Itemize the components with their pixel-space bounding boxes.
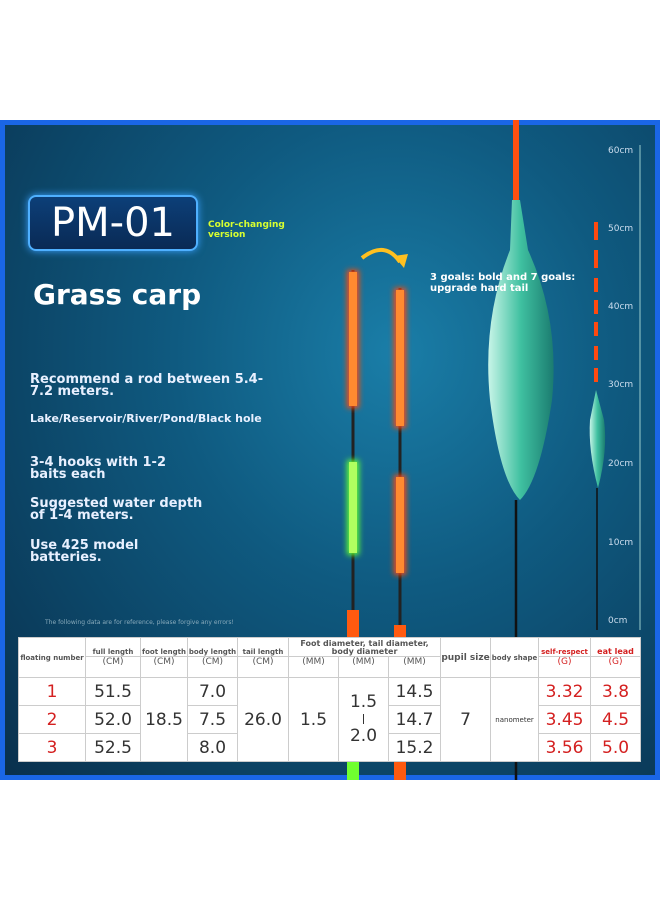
arrow bbox=[360, 248, 402, 264]
cell: 15.2 bbox=[387, 733, 442, 762]
spec-table: floating number full length foot length … bbox=[18, 637, 642, 762]
unit: (MM) bbox=[387, 656, 442, 678]
cell: 4.5 bbox=[590, 705, 642, 734]
header: full length bbox=[85, 637, 141, 657]
feature: Suggested water depth of 1-4 meters. bbox=[30, 496, 203, 523]
title: PM-01 bbox=[28, 195, 198, 251]
cell: 14.5 bbox=[387, 677, 442, 706]
badge: Color-changing version bbox=[208, 220, 285, 240]
unit: (G) bbox=[538, 656, 592, 678]
range-bar bbox=[363, 714, 364, 724]
ruler-label: 50cm bbox=[608, 224, 634, 234]
feature: Lake/Reservoir/River/Pond/Black hole bbox=[30, 412, 262, 425]
cell: 7.0 bbox=[187, 677, 238, 706]
header-line: Foot diameter, tail diameter, bbox=[300, 639, 429, 648]
header: body shape bbox=[490, 637, 540, 678]
cell: 7.5 bbox=[187, 705, 238, 734]
cell: 52.0 bbox=[85, 705, 141, 734]
heading: Grass carp bbox=[33, 278, 202, 311]
cell: 5.0 bbox=[590, 733, 642, 762]
unit: (CM) bbox=[237, 656, 289, 678]
ruler-label: 0cm bbox=[608, 616, 628, 626]
header: Foot diameter, tail diameter, body diamet… bbox=[287, 637, 442, 657]
header: tail length bbox=[237, 637, 289, 657]
cell: nanometer bbox=[490, 677, 540, 762]
cell: 3.8 bbox=[590, 677, 642, 706]
cell: 3.56 bbox=[538, 733, 592, 762]
light bbox=[347, 610, 359, 640]
callout: 3 goals: bold and 7 goals: upgrade hard … bbox=[430, 272, 576, 294]
light bbox=[396, 477, 404, 573]
header: body length bbox=[187, 637, 238, 657]
cell: 8.0 bbox=[187, 733, 238, 762]
light bbox=[396, 290, 404, 426]
cell: 1.5 bbox=[288, 677, 339, 762]
cell: 52.5 bbox=[85, 733, 141, 762]
header: foot length bbox=[140, 637, 188, 657]
light bbox=[349, 272, 357, 406]
unit: (G) bbox=[590, 656, 642, 678]
cell: 18.5 bbox=[140, 677, 188, 762]
cell: 1 bbox=[18, 677, 86, 706]
cell: 1.5 2.0 bbox=[338, 677, 389, 762]
ruler-label: 60cm bbox=[608, 146, 634, 156]
range-min: 1.5 bbox=[349, 692, 378, 712]
ruler-label: 30cm bbox=[608, 380, 634, 390]
header: pupil size bbox=[440, 637, 492, 678]
range-max: 2.0 bbox=[349, 726, 378, 746]
ruler-label: 40cm bbox=[608, 302, 634, 312]
cell: 3.32 bbox=[538, 677, 592, 706]
unit: (CM) bbox=[85, 656, 141, 678]
header: eat lead bbox=[590, 637, 642, 657]
feature: Recommend a rod between 5.4-7.2 meters. bbox=[30, 372, 264, 399]
light bbox=[394, 762, 406, 780]
light bbox=[347, 762, 359, 780]
cell: 51.5 bbox=[85, 677, 141, 706]
header: self-respect bbox=[538, 637, 592, 657]
float bbox=[488, 200, 554, 500]
cell: 3.45 bbox=[538, 705, 592, 734]
feature: 3-4 hooks with 1-2 baits each bbox=[30, 455, 166, 482]
arrow-head bbox=[394, 254, 408, 268]
cell: 3 bbox=[18, 733, 86, 762]
cell: 26.0 bbox=[237, 677, 289, 762]
cell: 14.7 bbox=[387, 705, 442, 734]
light bbox=[394, 625, 406, 640]
unit: (CM) bbox=[140, 656, 188, 678]
ruler-label: 10cm bbox=[608, 538, 634, 548]
tip bbox=[513, 120, 519, 210]
header: floating number bbox=[18, 637, 86, 678]
cell: 2 bbox=[18, 705, 86, 734]
tip-lights bbox=[594, 222, 598, 382]
feature: Use 425 model batteries. bbox=[30, 538, 139, 565]
ruler-label: 20cm bbox=[608, 459, 634, 469]
unit: (MM) bbox=[338, 656, 389, 678]
float-small bbox=[589, 390, 606, 488]
note: The following data are for reference, pl… bbox=[45, 619, 234, 626]
light bbox=[349, 462, 357, 553]
unit: (MM) bbox=[288, 656, 339, 678]
header-line: body diameter bbox=[331, 647, 398, 656]
unit: (CM) bbox=[187, 656, 238, 678]
cell: 7 bbox=[440, 677, 492, 762]
